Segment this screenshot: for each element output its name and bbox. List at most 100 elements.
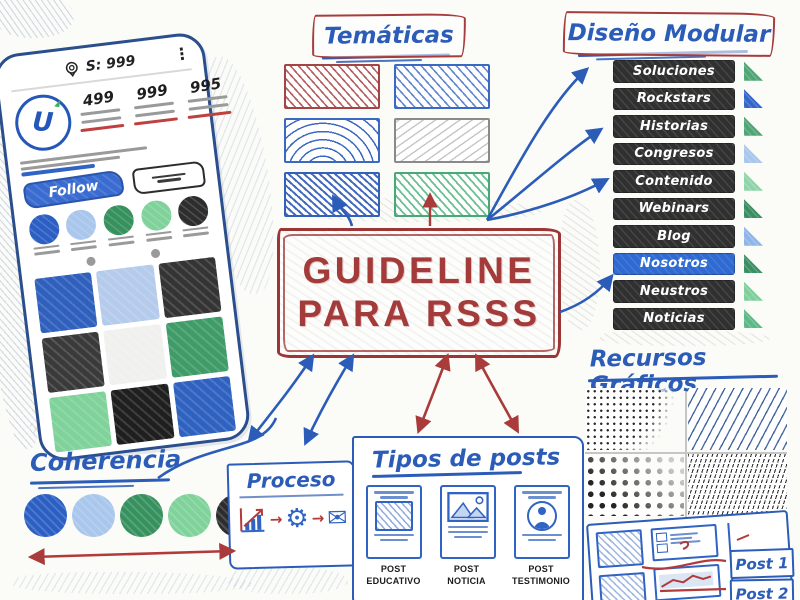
arrow-right-icon: →	[311, 509, 325, 528]
arrow-to-contenido	[486, 177, 610, 222]
image-placeholder	[375, 501, 413, 531]
post1-label: Post 1	[729, 547, 795, 580]
story-highlight[interactable]	[27, 212, 63, 258]
message-button[interactable]	[131, 160, 207, 196]
nav-item-noticias[interactable]: Noticias	[613, 307, 763, 330]
proceso-title: Proceso	[246, 466, 336, 494]
nav-item-contenido[interactable]: Contenido	[613, 170, 763, 193]
coherencia-title: Coherencia	[29, 445, 182, 477]
trend-chart-icon	[658, 571, 714, 590]
nav-item-nosotros[interactable]: Nosotros	[613, 252, 763, 275]
nav-item-rockstars[interactable]: Rockstars	[613, 87, 763, 110]
triangle-marker	[744, 199, 763, 219]
texture-stipple-fan	[585, 388, 684, 450]
diseno-modular-title: Diseño Modular	[567, 20, 771, 48]
feed-tile[interactable]	[172, 375, 237, 438]
nav-item-blog[interactable]: Blog	[613, 225, 763, 248]
triangle-marker	[744, 281, 763, 301]
wireframe-text-panel	[650, 523, 719, 562]
feed-tile[interactable]	[41, 331, 106, 394]
underline	[38, 484, 134, 490]
divider	[685, 388, 687, 518]
arrow-to-historias	[486, 127, 604, 222]
layout-wireframe	[586, 509, 795, 600]
divider	[239, 493, 344, 499]
arrow-center-proceso-2	[247, 353, 315, 444]
post-card-testimonio	[514, 485, 570, 559]
swatch-blue-waves	[284, 118, 380, 163]
envelope-icon: ✉	[326, 503, 348, 533]
post2-label: Post 2	[729, 578, 795, 600]
photo-icon	[447, 492, 489, 522]
story-highlight[interactable]	[176, 194, 212, 239]
nav-item-congresos[interactable]: Congresos	[613, 142, 763, 165]
triangle-marker	[744, 171, 763, 191]
nav-item-historias[interactable]: Historias	[613, 115, 763, 138]
palette-dot	[24, 494, 67, 537]
phone-mockup: S: 999 ⋮ U 499 999 995	[0, 30, 253, 464]
palette-dot	[72, 494, 115, 537]
wireframe-image-block	[598, 571, 647, 600]
nav-item-soluciones[interactable]: Soluciones	[613, 60, 763, 83]
logo-letter: U	[31, 107, 55, 139]
diseno-modular-title-box: Diseño Modular	[562, 11, 776, 57]
follow-button[interactable]: Follow	[22, 169, 126, 210]
main-title-line1: GUIDELINE	[302, 250, 536, 292]
main-title-box: GUIDELINE PARA RSSS	[277, 228, 561, 358]
pencil-scribble	[560, 200, 600, 330]
nav-item-neustros[interactable]: Neustros	[613, 280, 763, 303]
feed-tile[interactable]	[103, 323, 168, 386]
tipos-posts-title: Tipos de posts	[371, 444, 561, 474]
arrow-center-tipos-1	[415, 353, 451, 434]
tematicas-title-box: Temáticas	[311, 13, 467, 59]
main-title-line2: PARA RSSS	[297, 293, 541, 334]
pencil-scribble	[12, 572, 252, 594]
texture-halftone-dots	[585, 454, 684, 516]
arrow-to-soluciones	[485, 67, 590, 221]
texture-flow-waves	[688, 388, 787, 450]
award-badge-icon	[65, 61, 78, 77]
logo-accent	[54, 98, 61, 108]
feed-tile[interactable]	[34, 271, 98, 334]
story-highlight[interactable]	[64, 208, 100, 253]
feed-tile[interactable]	[110, 383, 175, 446]
triangle-marker	[744, 61, 763, 81]
post-label-noticia: POST NOTICIA	[447, 564, 486, 586]
feed-tile[interactable]	[96, 264, 160, 326]
feed-tile[interactable]	[165, 316, 229, 378]
wireframe-image-block	[595, 529, 644, 568]
arrow-to-nosotros	[559, 273, 614, 314]
tipos-posts-box: Tipos de posts	[352, 436, 584, 600]
arrow-right-icon: →	[269, 510, 283, 529]
person-avatar-icon	[527, 501, 557, 531]
bar-chart-icon	[239, 508, 265, 533]
triangle-marker	[744, 89, 763, 109]
swatch-blue-hatch	[394, 64, 490, 109]
texture-samples	[585, 388, 787, 516]
triangle-marker	[744, 144, 763, 164]
underline	[336, 58, 422, 64]
coherencia-range-arrow	[27, 542, 237, 566]
story-highlight[interactable]	[139, 198, 175, 244]
subscribers-count: S: 999	[84, 53, 137, 75]
feed-tile[interactable]	[48, 391, 113, 453]
feed-tile[interactable]	[157, 256, 222, 319]
proceso-box: Proceso → ⚙ → ✉	[226, 460, 358, 570]
post-label-educativo: POST EDUCATIVO	[366, 564, 421, 586]
pencil-scribble	[0, 0, 74, 38]
nav-item-webinars[interactable]: Webinars	[613, 197, 763, 220]
feed-grid	[34, 256, 237, 453]
story-highlight[interactable]	[101, 203, 137, 248]
kebab-menu-icon[interactable]: ⋮	[172, 43, 191, 65]
triangle-marker	[744, 309, 763, 329]
coherencia-palette	[24, 494, 259, 537]
gear-icon: ⚙	[284, 503, 310, 535]
wireframe-chart-panel	[653, 563, 722, 600]
pencil-scribble	[228, 566, 348, 594]
modular-nav-list: Soluciones Rockstars Historias Congresos…	[613, 60, 763, 335]
arrow-center-tipos-2	[475, 353, 520, 434]
phone-header: S: 999 ⋮	[8, 43, 191, 87]
triangle-marker	[744, 254, 763, 274]
stat-posts: 499	[76, 87, 125, 134]
post-label-testimonio: POST TESTIMONIO	[512, 564, 570, 586]
